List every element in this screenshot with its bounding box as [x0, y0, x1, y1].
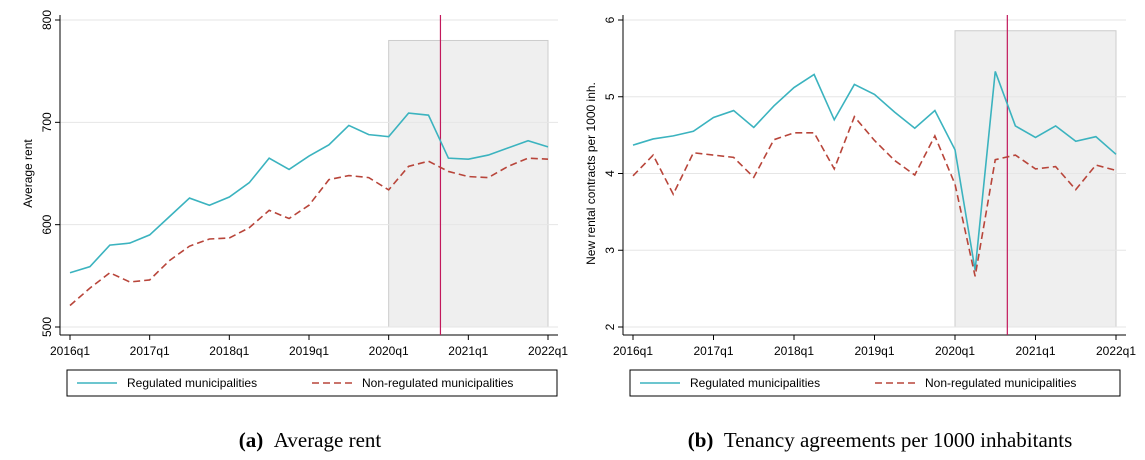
y-tick-label: 2 — [603, 323, 617, 330]
x-tick-label: 2018q1 — [209, 344, 249, 358]
caption-label: (a) — [239, 428, 264, 452]
x-tick-label: 2017q1 — [693, 344, 733, 358]
shaded-period — [954, 30, 1117, 328]
legend-label: Regulated municipalities — [690, 376, 820, 390]
data-line — [69, 157, 549, 307]
y-tick-label: 4 — [603, 170, 617, 177]
y-axis-label: Average rent — [21, 139, 35, 208]
caption-text: Tenancy agreements per 1000 inhabitants — [724, 428, 1072, 452]
x-tick-label: 2018q1 — [774, 344, 814, 358]
y-tick-label: 800 — [40, 10, 54, 30]
y-tick-label: 600 — [40, 214, 54, 234]
caption-text: Average rent — [274, 428, 382, 452]
legend-label: Regulated municipalities — [127, 376, 257, 390]
y-tick-label: 3 — [603, 247, 617, 254]
x-tick-label: 2019q1 — [289, 344, 329, 358]
x-tick-label: 2022q1 — [528, 344, 568, 358]
caption: (a) Average rent — [239, 428, 382, 452]
x-tick-label: 2021q1 — [1015, 344, 1055, 358]
x-tick-label: 2022q1 — [1096, 344, 1136, 358]
shaded-period — [388, 39, 549, 328]
data-line — [69, 112, 549, 274]
x-tick-label: 2020q1 — [369, 344, 409, 358]
y-tick-label: 500 — [40, 317, 54, 337]
x-tick-label: 2017q1 — [130, 344, 170, 358]
legend-label: Non-regulated municipalities — [362, 376, 513, 390]
data-line — [632, 71, 1117, 271]
legend-box — [629, 369, 1121, 397]
x-tick-label: 2021q1 — [448, 344, 488, 358]
y-tick-label: 6 — [603, 16, 617, 23]
y-tick-label: 5 — [603, 93, 617, 100]
x-tick-label: 2019q1 — [854, 344, 894, 358]
legend-label: Non-regulated municipalities — [925, 376, 1076, 390]
caption: (b) Tenancy agreements per 1000 inhabita… — [688, 428, 1073, 452]
x-tick-label: 2020q1 — [935, 344, 975, 358]
x-tick-label: 2016q1 — [50, 344, 90, 358]
y-tick-label: 700 — [40, 112, 54, 132]
data-line — [632, 115, 1117, 277]
y-axis-label: New rental contracts per 1000 inh. — [584, 82, 598, 265]
caption-label: (b) — [688, 428, 714, 452]
x-tick-label: 2016q1 — [613, 344, 653, 358]
